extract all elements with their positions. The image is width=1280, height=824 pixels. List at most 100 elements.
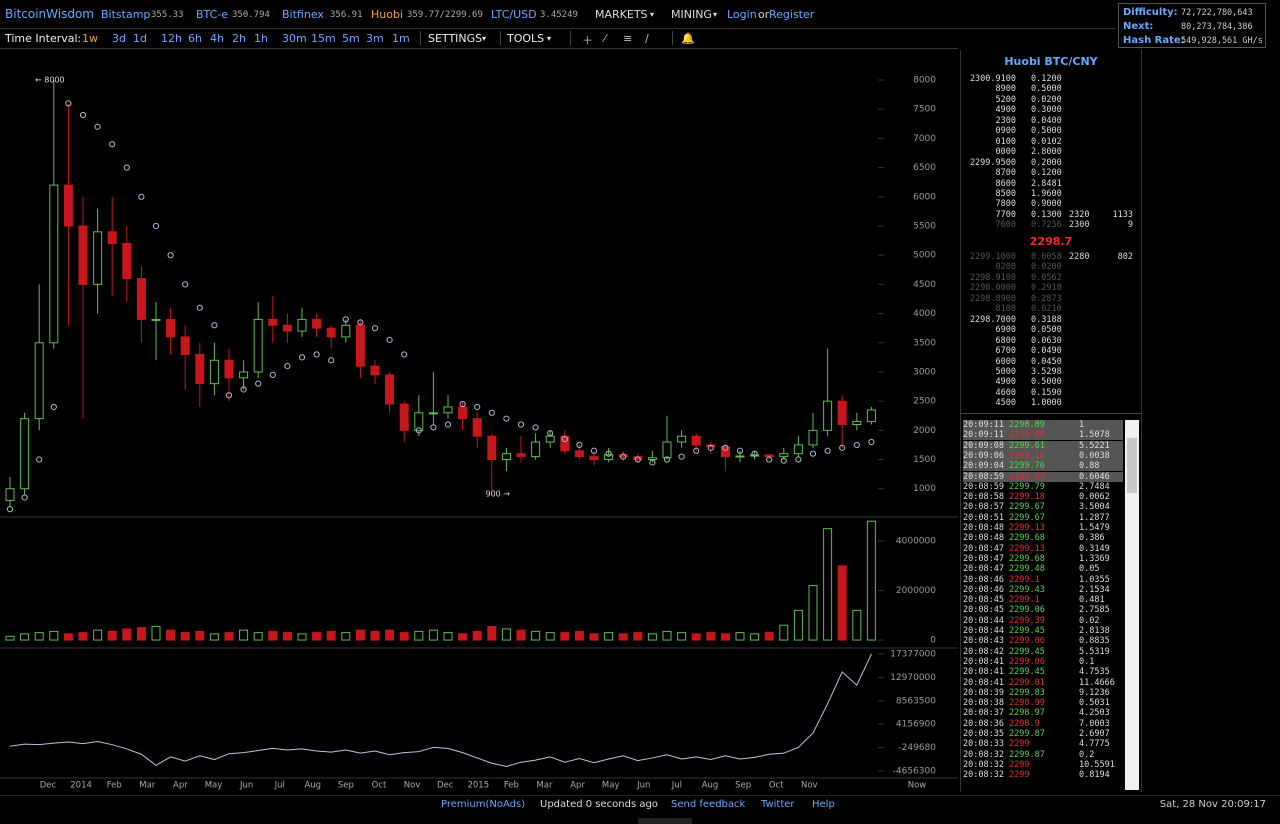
tab[interactable] [638,818,692,824]
interval-button[interactable]: 3d [112,32,126,45]
interval-button[interactable]: 3m [366,32,384,45]
x-tick-label: Jun [239,781,253,791]
trade-amount: 0.8194 [1079,770,1110,781]
candle-body [458,406,468,420]
sar-dot [576,441,583,449]
book-price: 4900 [995,377,1016,388]
x-tick-label: May [602,781,620,791]
sar-dot [240,386,247,393]
sar-dot [605,450,612,457]
volume-bar [764,632,774,641]
mid-price: 2298.7 [1029,235,1073,248]
trade-price: 2299.87 [1009,729,1045,739]
tool-menu[interactable]: TOOLS [507,32,545,45]
sar-dot [6,506,14,513]
volume-bar [618,633,628,641]
y-tick-label: -249680 [898,743,936,753]
trade-time: 20:08:45 [963,605,1004,616]
interval-button[interactable]: 5m [342,32,360,45]
menu[interactable]: MARKETS [595,8,648,21]
book-price: 0000 [995,147,1016,158]
trade-amount: 4.2503 [1079,708,1110,719]
volume-bar [166,629,176,641]
volume-bar [866,520,876,641]
tool-icon[interactable]: ∕ [645,32,649,45]
network-value: 72,722,780,643 [1181,8,1253,18]
login[interactable]: Login [727,8,757,21]
scrollbar[interactable] [1125,420,1139,790]
book-amount: 1.0000 [1031,398,1062,409]
trade-amount: 2.1534 [1079,584,1110,595]
book-amount: 1.9600 [1031,188,1062,199]
trade-price: 2298.99 [1009,698,1045,709]
divider [961,413,1141,414]
interval-button[interactable]: 1w [82,32,98,45]
annotation: ← 8000 [35,76,65,85]
interval-button[interactable]: 1h [254,32,268,45]
market-panel: Huobi BTC/CNY 2300.9100 0.1200 8900 0.5000 5… [960,50,1142,792]
book-price: 2299.1000 [969,252,1016,262]
tool-menu[interactable]: SETTINGS [428,32,483,45]
candle-body [20,418,30,490]
sar-dot [298,354,306,361]
footer-link[interactable]: Send feedback [671,799,746,810]
tool-icon[interactable]: 🔔 [681,32,695,45]
y-tick-label: 6500 [913,163,936,173]
trade-row: 20:08:41 2299.06 0.1 [963,657,1123,667]
register[interactable]: Register [769,8,815,21]
interval-button[interactable]: 12h [161,32,182,45]
trade-amount: 1.5479 [1079,523,1110,533]
trade-time: 20:08:48 [963,533,1004,544]
x-tick-label: 2014 [70,781,92,791]
footer-link[interactable]: Premium(NoAds) [441,799,526,810]
interval-button[interactable]: 15m [311,32,336,45]
trade-row: 20:08:58 2299.18 0.0062 [963,492,1123,502]
brand[interactable]: BitcoinWisdom [5,7,94,21]
tool-icon[interactable]: ≡ [623,32,633,45]
sar-dot [488,409,495,416]
market-name[interactable]: BTC-e [196,8,229,21]
volume-bar [355,629,365,641]
candle-body [107,231,117,245]
interval-button[interactable]: 6h [188,32,202,45]
trade-row: 20:08:45 2299.06 2.7585 [963,605,1123,615]
book-amount: 0.2873 [1031,293,1062,304]
network-panel: Difficulty: 72,722,780,643 Next: 80,273,784… [1118,3,1266,48]
trade-price: 2299.1 [1009,574,1040,585]
separator [420,31,421,45]
interval-button[interactable]: 1d [133,32,147,45]
candle-body [574,450,584,458]
trade-row: 20:09:04 2299.76 0.88 [963,461,1123,472]
indicator-line [9,653,872,767]
x-tick-label: Apr [570,781,585,791]
y-tick-label: -4656300 [893,766,937,776]
separator [672,31,673,45]
interval-button[interactable]: 4h [210,32,224,45]
menu[interactable]: MINING [671,8,712,21]
market-name[interactable]: Bitfinex [282,8,324,21]
volume-bar [20,633,30,641]
y-tick-label: 1500 [913,455,936,465]
candle-body [677,435,687,443]
volume-bar [501,628,511,641]
book-price: 6000 [995,356,1016,367]
volume-bar [574,630,584,641]
tool-icon[interactable]: ＋ [582,34,593,47]
market-name[interactable]: Bitstamp [101,8,151,21]
book-price: 6900 [995,325,1016,336]
interval-button[interactable]: 30m [282,32,307,45]
trade-time: 20:09:11 [963,430,1004,441]
footer-link[interactable]: Twitter [761,799,795,810]
market-name[interactable]: LTC/USD [491,8,537,21]
candle-body [224,359,234,379]
sar-dot [79,111,87,119]
market-name[interactable]: Huobi [371,8,404,21]
trade-row: 20:09:11 2298.89 1 [963,420,1123,430]
interval-button[interactable]: 2h [232,32,246,45]
tool-icon[interactable]: ⁄ [604,32,606,45]
candle-body [443,406,453,414]
trade-amount: 9.1236 [1079,687,1110,698]
volume-bar [720,633,730,641]
interval-button[interactable]: 1m [392,32,410,45]
footer-link[interactable]: Help [812,799,835,810]
